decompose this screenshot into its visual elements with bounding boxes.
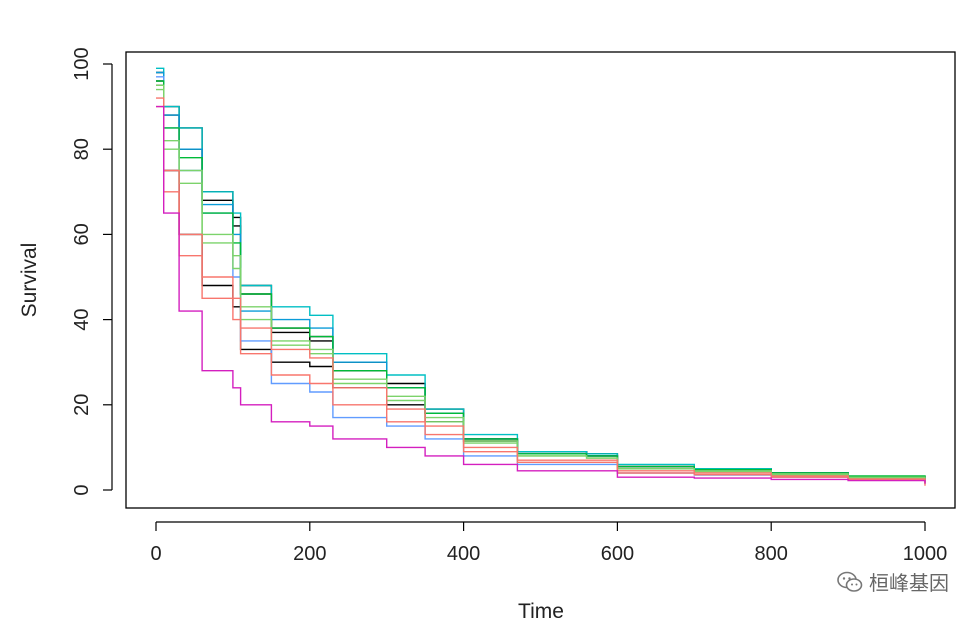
y-tick-label: 20 xyxy=(71,394,93,416)
y-tick-label: 60 xyxy=(71,223,93,245)
wechat-icon xyxy=(837,571,863,592)
x-axis-title: Time xyxy=(518,600,564,623)
series-line-11 xyxy=(156,105,926,486)
x-tick-label: 0 xyxy=(150,543,161,565)
y-tick-label: 0 xyxy=(71,484,93,495)
watermark-text: 桓峰基因 xyxy=(869,571,949,595)
series-line-12 xyxy=(156,105,926,484)
series-line-9 xyxy=(156,84,926,484)
y-tick-label: 80 xyxy=(71,138,93,160)
watermark: 桓峰基因 xyxy=(837,567,949,596)
x-tick-label: 1000 xyxy=(903,543,948,565)
series-line-6 xyxy=(156,76,926,484)
plot-frame xyxy=(125,51,956,509)
y-axis: 0 20 40 60 80 100 xyxy=(71,47,113,496)
x-tick-label: 600 xyxy=(601,543,634,565)
x-axis: 0 200 400 600 800 1000 xyxy=(150,521,948,565)
y-axis-title: Survival xyxy=(18,243,41,318)
y-tick-label: 40 xyxy=(71,308,93,330)
y-tick-label: 100 xyxy=(71,47,93,80)
x-tick-label: 400 xyxy=(447,543,480,565)
x-tick-label: 800 xyxy=(755,543,788,565)
x-tick-label: 200 xyxy=(293,543,326,565)
series-layer xyxy=(156,67,926,486)
